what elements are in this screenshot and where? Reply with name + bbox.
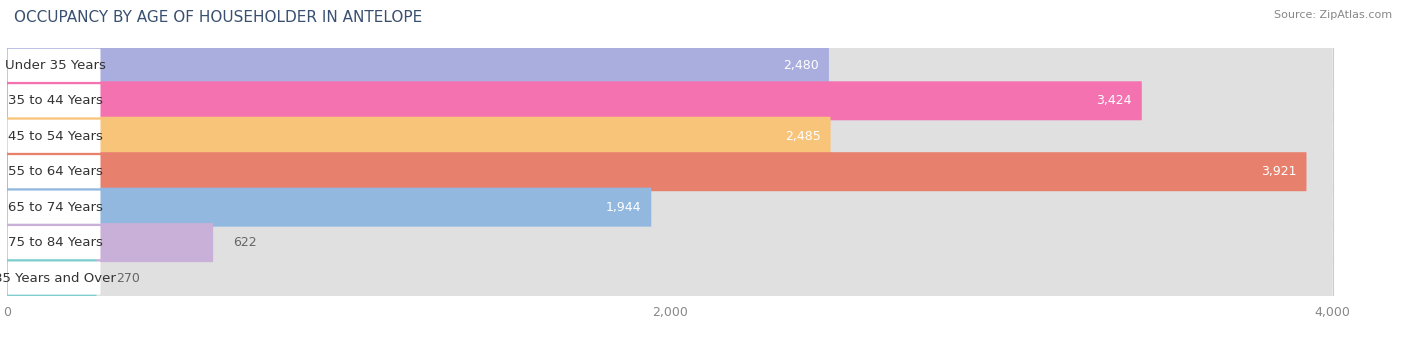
- Text: 1,944: 1,944: [606, 201, 641, 214]
- Text: Source: ZipAtlas.com: Source: ZipAtlas.com: [1274, 10, 1392, 20]
- FancyBboxPatch shape: [7, 226, 100, 259]
- FancyBboxPatch shape: [7, 149, 1333, 194]
- FancyBboxPatch shape: [7, 220, 1333, 265]
- Text: 270: 270: [117, 272, 141, 285]
- FancyBboxPatch shape: [7, 256, 1333, 301]
- FancyBboxPatch shape: [7, 49, 100, 82]
- FancyBboxPatch shape: [7, 261, 100, 295]
- FancyBboxPatch shape: [7, 120, 100, 153]
- Text: 2,485: 2,485: [785, 130, 821, 143]
- Text: 65 to 74 Years: 65 to 74 Years: [7, 201, 103, 214]
- Text: Under 35 Years: Under 35 Years: [4, 59, 105, 72]
- Text: 85 Years and Over: 85 Years and Over: [0, 272, 117, 285]
- Text: 45 to 54 Years: 45 to 54 Years: [7, 130, 103, 143]
- FancyBboxPatch shape: [7, 155, 100, 188]
- FancyBboxPatch shape: [7, 117, 831, 156]
- Text: 2,480: 2,480: [783, 59, 818, 72]
- FancyBboxPatch shape: [7, 191, 100, 224]
- FancyBboxPatch shape: [7, 43, 1333, 88]
- Text: 3,424: 3,424: [1097, 94, 1132, 107]
- FancyBboxPatch shape: [7, 223, 214, 262]
- Text: 3,921: 3,921: [1261, 165, 1296, 178]
- Text: 75 to 84 Years: 75 to 84 Years: [7, 236, 103, 249]
- Text: 622: 622: [233, 236, 257, 249]
- Text: 55 to 64 Years: 55 to 64 Years: [7, 165, 103, 178]
- FancyBboxPatch shape: [7, 81, 1142, 120]
- FancyBboxPatch shape: [7, 114, 1333, 159]
- FancyBboxPatch shape: [7, 84, 100, 117]
- FancyBboxPatch shape: [7, 152, 1306, 191]
- FancyBboxPatch shape: [7, 188, 651, 227]
- FancyBboxPatch shape: [7, 185, 1333, 230]
- FancyBboxPatch shape: [7, 258, 97, 298]
- Text: 35 to 44 Years: 35 to 44 Years: [7, 94, 103, 107]
- FancyBboxPatch shape: [7, 78, 1333, 123]
- FancyBboxPatch shape: [7, 46, 830, 85]
- Text: OCCUPANCY BY AGE OF HOUSEHOLDER IN ANTELOPE: OCCUPANCY BY AGE OF HOUSEHOLDER IN ANTEL…: [14, 10, 422, 25]
